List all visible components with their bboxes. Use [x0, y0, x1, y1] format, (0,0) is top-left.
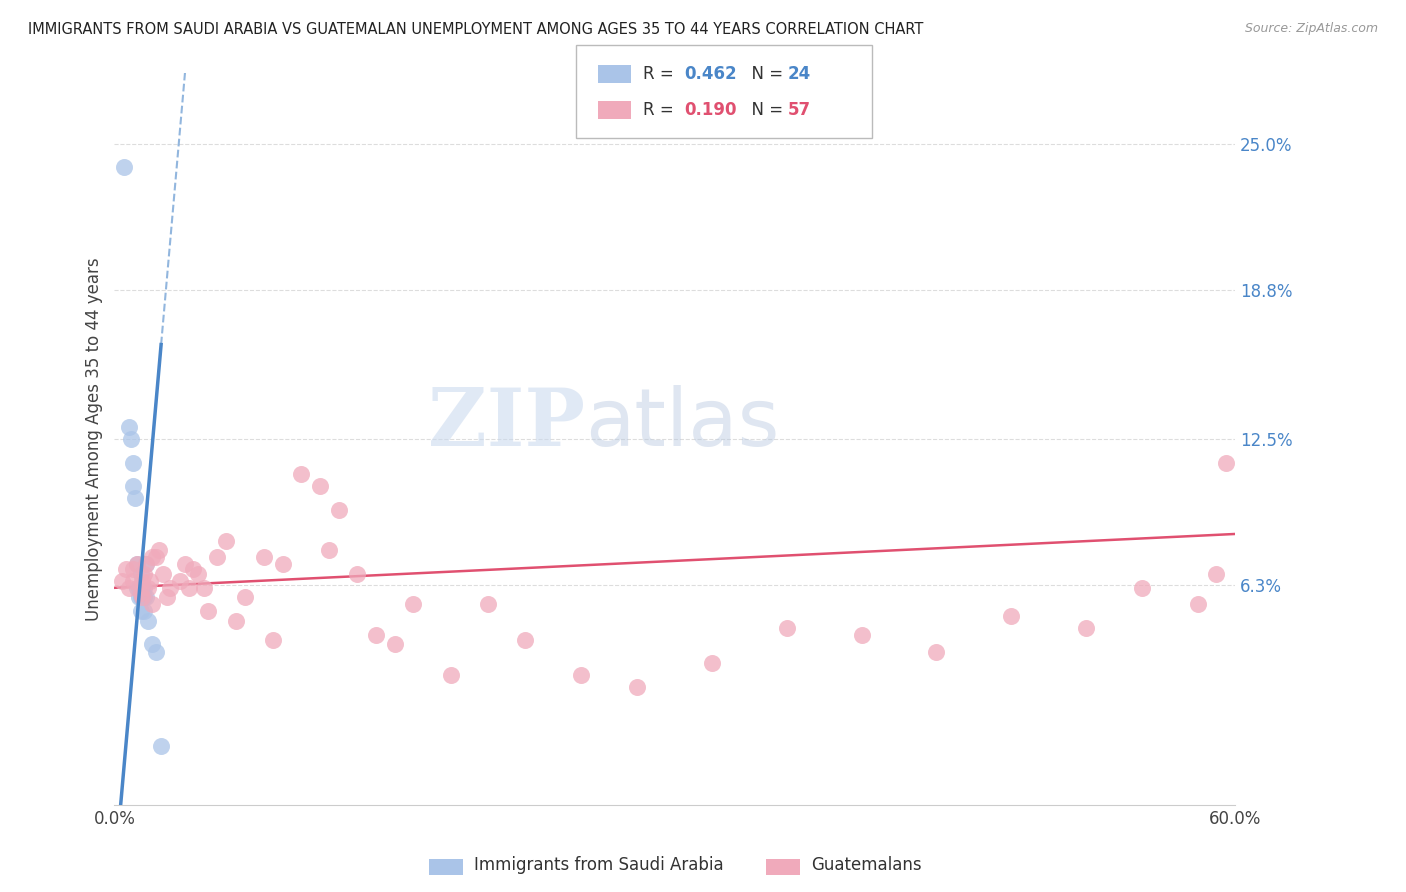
- Point: [129, 566, 152, 581]
- Point: [181, 562, 204, 576]
- Point: [129, 585, 152, 599]
- Point: [131, 591, 153, 605]
- Point: [129, 604, 152, 618]
- Text: 0.462: 0.462: [685, 65, 737, 83]
- Point: [141, 598, 163, 612]
- Point: [1074, 621, 1097, 635]
- Point: [134, 581, 156, 595]
- Point: [122, 574, 145, 588]
- Point: [1130, 581, 1153, 595]
- Point: [193, 581, 215, 595]
- Point: [1205, 566, 1227, 581]
- Point: [136, 581, 159, 595]
- Point: [205, 550, 228, 565]
- Point: [1187, 598, 1209, 612]
- Point: [179, 581, 201, 595]
- Point: [134, 566, 156, 581]
- Point: [145, 644, 167, 658]
- Point: [136, 614, 159, 628]
- Point: [402, 598, 425, 612]
- Point: [262, 632, 284, 647]
- Point: [134, 604, 156, 618]
- Point: [131, 581, 153, 595]
- Point: [124, 491, 146, 505]
- Point: [122, 479, 145, 493]
- Point: [187, 566, 209, 581]
- Point: [118, 420, 141, 434]
- Text: N =: N =: [741, 65, 789, 83]
- Point: [384, 638, 406, 652]
- Point: [253, 550, 276, 565]
- Point: [1000, 609, 1022, 624]
- Text: Guatemalans: Guatemalans: [811, 856, 922, 874]
- Point: [111, 574, 134, 588]
- Point: [122, 562, 145, 576]
- Point: [145, 550, 167, 565]
- Point: [135, 558, 157, 572]
- Text: Source: ZipAtlas.com: Source: ZipAtlas.com: [1244, 22, 1378, 36]
- Point: [346, 566, 368, 581]
- Point: [197, 604, 219, 618]
- Point: [309, 479, 332, 493]
- Point: [271, 558, 294, 572]
- Text: atlas: atlas: [585, 385, 779, 463]
- Point: [233, 591, 256, 605]
- Point: [626, 680, 648, 694]
- Text: 0.190: 0.190: [685, 101, 737, 119]
- Text: R =: R =: [643, 65, 679, 83]
- Point: [215, 533, 238, 548]
- Point: [174, 558, 197, 572]
- Point: [148, 543, 170, 558]
- Point: [125, 558, 148, 572]
- Text: 24: 24: [787, 65, 811, 83]
- Point: [515, 632, 537, 647]
- Point: [128, 591, 150, 605]
- Point: [131, 574, 153, 588]
- Text: ZIP: ZIP: [427, 385, 585, 463]
- Point: [364, 628, 387, 642]
- Point: [290, 467, 312, 482]
- Point: [156, 591, 179, 605]
- Point: [114, 562, 136, 576]
- Point: [131, 591, 153, 605]
- Point: [139, 574, 162, 588]
- Point: [700, 657, 723, 671]
- Point: [159, 581, 181, 595]
- Point: [128, 581, 150, 595]
- Point: [851, 628, 873, 642]
- Point: [569, 668, 592, 682]
- Point: [134, 591, 156, 605]
- Text: Immigrants from Saudi Arabia: Immigrants from Saudi Arabia: [474, 856, 724, 874]
- Point: [477, 598, 499, 612]
- Text: IMMIGRANTS FROM SAUDI ARABIA VS GUATEMALAN UNEMPLOYMENT AMONG AGES 35 TO 44 YEAR: IMMIGRANTS FROM SAUDI ARABIA VS GUATEMAL…: [28, 22, 924, 37]
- Point: [122, 456, 145, 470]
- Text: R =: R =: [643, 101, 679, 119]
- Y-axis label: Unemployment Among Ages 35 to 44 years: Unemployment Among Ages 35 to 44 years: [86, 257, 103, 621]
- Point: [120, 432, 142, 446]
- Point: [1215, 456, 1237, 470]
- Point: [112, 161, 135, 175]
- Point: [328, 503, 350, 517]
- Point: [141, 550, 163, 565]
- Point: [169, 574, 191, 588]
- Point: [135, 591, 157, 605]
- Point: [135, 558, 157, 572]
- Point: [129, 591, 152, 605]
- Point: [152, 566, 174, 581]
- Point: [125, 581, 148, 595]
- Text: 57: 57: [787, 101, 810, 119]
- Point: [141, 638, 163, 652]
- Text: N =: N =: [741, 101, 789, 119]
- Point: [776, 621, 799, 635]
- Point: [118, 581, 141, 595]
- Point: [125, 558, 148, 572]
- Point: [150, 739, 173, 753]
- Point: [225, 614, 247, 628]
- Point: [925, 644, 948, 658]
- Point: [318, 543, 340, 558]
- Point: [439, 668, 461, 682]
